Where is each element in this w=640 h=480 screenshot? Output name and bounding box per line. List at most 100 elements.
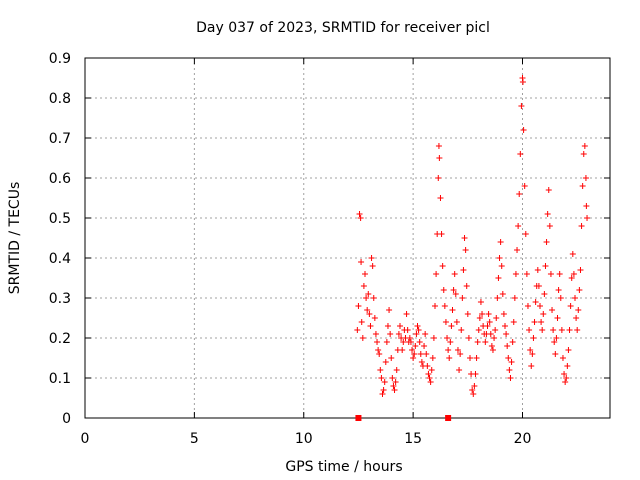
data-point [355,303,362,309]
y-tick-label: 0.5 [49,211,71,227]
data-point [530,335,537,341]
data-point [486,319,493,325]
data-points [354,75,591,397]
data-point [504,343,511,349]
data-point [465,335,472,341]
data-point [479,311,486,317]
data-point [424,363,431,369]
data-point [390,383,397,389]
data-point [457,351,464,357]
data-point [509,339,516,345]
data-point [445,347,452,353]
data-point [557,295,564,301]
data-point [574,327,581,333]
x-tick-label: 5 [190,431,199,447]
data-point [567,303,574,309]
data-point [477,299,484,305]
data-point [399,347,406,353]
data-point [358,319,365,325]
gridlines [85,58,610,418]
data-point [529,351,536,357]
data-point [508,359,515,365]
data-point [510,319,517,325]
data-point [428,367,435,373]
data-point [547,271,554,277]
data-point [528,363,535,369]
data-point [354,327,361,333]
data-point [503,331,510,337]
y-tick-label: 0.9 [49,51,71,67]
data-point [437,195,444,201]
axis-markers [355,415,452,421]
data-point [539,327,546,333]
data-point [376,351,383,357]
data-point [410,355,417,361]
data-point [518,103,525,109]
data-point [423,351,430,357]
data-point [473,355,480,361]
data-point [403,311,410,317]
data-point [359,335,366,341]
data-point [432,303,438,309]
data-point [375,347,382,353]
data-point [540,311,547,317]
data-point [550,327,557,333]
data-point [448,323,455,329]
data-point [358,259,365,265]
data-point [491,335,498,341]
x-axis-label: GPS time / hours [285,459,402,475]
data-point [471,383,478,389]
data-point [417,351,424,357]
data-point [524,303,531,309]
data-point [564,363,571,369]
data-point [576,287,583,293]
data-point [494,295,501,301]
data-point [442,319,449,325]
data-point [558,327,565,333]
data-point [458,327,465,333]
data-point [372,331,379,337]
data-point [357,215,364,221]
data-point [444,335,451,341]
data-point [446,355,453,361]
data-point [453,319,460,325]
data-point [413,331,420,337]
data-point [579,183,586,189]
data-point [499,291,506,297]
data-point [562,379,569,385]
data-point [484,323,491,329]
y-axis-label: SRMTID / TECUs [7,182,23,295]
data-point [451,271,458,277]
data-point [534,267,541,273]
data-point [370,295,377,301]
data-point [400,339,407,345]
data-point [476,315,483,321]
data-point [414,323,421,329]
data-point [459,295,466,301]
data-point [461,235,468,241]
data-point [411,351,418,357]
data-point [418,359,425,365]
data-point [364,307,371,313]
data-point [546,223,553,229]
data-point [360,283,367,289]
data-point [545,187,552,193]
data-point [532,299,539,305]
data-point [511,295,518,301]
data-point [555,287,562,293]
data-point [374,339,381,345]
data-point [526,327,533,333]
data-point [404,327,411,333]
data-point [363,295,370,301]
data-point [498,263,505,269]
data-point [441,303,448,309]
data-point [583,203,590,209]
data-point [487,331,494,337]
x-tick-label: 0 [81,431,90,447]
data-point [440,287,447,293]
y-tick-label: 0 [62,411,71,427]
data-point [489,347,496,353]
data-point [507,375,514,381]
data-point [439,263,446,269]
